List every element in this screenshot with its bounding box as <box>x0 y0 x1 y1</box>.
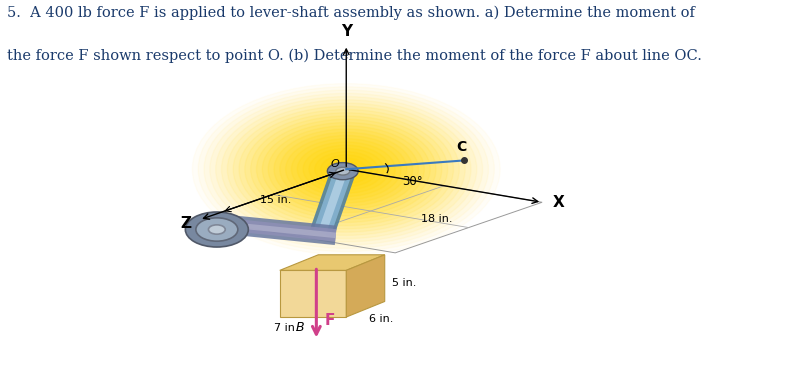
Text: Z: Z <box>180 216 191 231</box>
Circle shape <box>208 225 225 234</box>
Circle shape <box>234 106 459 232</box>
Circle shape <box>309 149 383 190</box>
Circle shape <box>262 123 430 216</box>
Text: 7 in.: 7 in. <box>275 322 299 333</box>
Circle shape <box>332 161 361 177</box>
Circle shape <box>303 145 390 193</box>
Text: X: X <box>552 195 564 210</box>
Circle shape <box>251 116 442 223</box>
Circle shape <box>185 212 249 247</box>
Circle shape <box>336 167 350 175</box>
Circle shape <box>222 100 471 238</box>
Circle shape <box>297 142 395 196</box>
Circle shape <box>280 132 413 206</box>
Circle shape <box>215 96 477 242</box>
Text: the force F shown respect to point O. (b) Determine the moment of the force F ab: the force F shown respect to point O. (b… <box>7 49 702 63</box>
Circle shape <box>196 218 237 241</box>
Circle shape <box>227 103 466 235</box>
Circle shape <box>245 113 447 226</box>
Polygon shape <box>346 255 385 317</box>
Text: Y: Y <box>341 24 352 39</box>
Circle shape <box>239 110 454 229</box>
Circle shape <box>320 155 372 184</box>
Circle shape <box>268 126 424 213</box>
Circle shape <box>286 135 407 203</box>
Circle shape <box>327 163 358 180</box>
Text: 18 in.: 18 in. <box>421 214 452 224</box>
Circle shape <box>327 158 366 180</box>
Circle shape <box>256 119 436 219</box>
Text: 30°: 30° <box>402 175 423 188</box>
Text: 5.  A 400 lb force F is applied to lever-shaft assembly as shown. a) Determine t: 5. A 400 lb force F is applied to lever-… <box>7 6 695 20</box>
Circle shape <box>315 152 378 187</box>
Text: B: B <box>295 321 304 334</box>
Circle shape <box>291 139 401 200</box>
Polygon shape <box>280 270 346 317</box>
Text: O: O <box>331 159 339 169</box>
Text: 6 in.: 6 in. <box>369 314 394 324</box>
Polygon shape <box>280 255 385 270</box>
Text: 5 in.: 5 in. <box>391 278 416 288</box>
Circle shape <box>274 129 418 209</box>
Text: C: C <box>456 140 466 154</box>
Text: F: F <box>325 313 335 328</box>
Text: 15 in.: 15 in. <box>260 195 291 205</box>
